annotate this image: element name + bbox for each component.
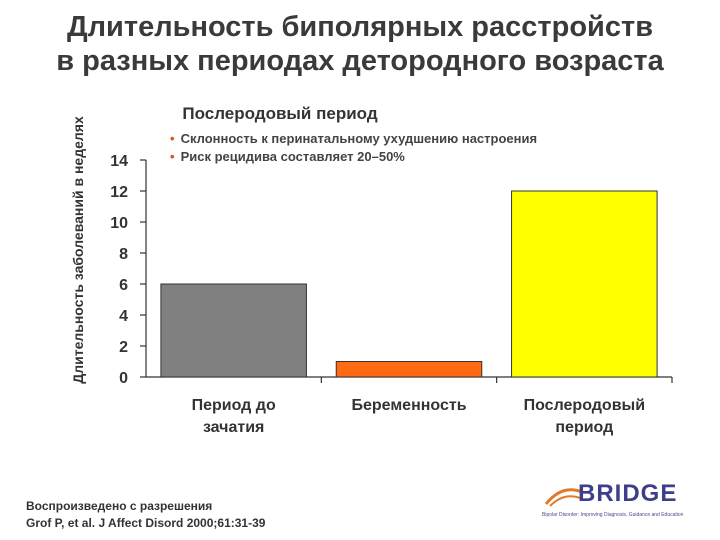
bullet-item: Склонность к перинатальному ухудшению на… bbox=[170, 130, 538, 148]
x-category-label: зачатия bbox=[203, 419, 264, 436]
bullet-item: Риск рецидива составляет 20–50% bbox=[170, 148, 537, 166]
bar bbox=[160, 283, 307, 378]
slide-title: Длительность биполярных расстройств в ра… bbox=[0, 10, 720, 78]
y-tick-label: 14 bbox=[110, 153, 128, 170]
logo-tagline: Bipolar Disorder: Improving Diagnosis, G… bbox=[542, 512, 684, 518]
y-tick-label: 0 bbox=[119, 370, 128, 387]
bar bbox=[511, 190, 658, 378]
credit-line-2: Grof P, et al. J Affect Disord 2000;61:3… bbox=[26, 516, 266, 530]
credit-line-1: Воспроизведено с разрешения bbox=[26, 499, 213, 513]
title-line-2: в разных периодах детородного возраста bbox=[56, 45, 664, 77]
y-tick-label: 2 bbox=[119, 339, 128, 356]
x-category-label: Послеродовый bbox=[524, 397, 645, 414]
y-tick-label: 8 bbox=[119, 246, 128, 263]
title-line-1: Длительность биполярных расстройств bbox=[66, 11, 654, 43]
chart-subtitle: Послеродовый период bbox=[182, 104, 378, 123]
source-credit: Воспроизведено с разрешения Grof P, et a… bbox=[26, 498, 265, 532]
y-tick-label: 12 bbox=[110, 184, 128, 201]
x-category-label: Период до bbox=[192, 397, 276, 414]
y-tick-label: 10 bbox=[110, 215, 128, 232]
y-tick-label: 4 bbox=[119, 308, 128, 325]
y-tick-label: 6 bbox=[119, 277, 128, 294]
bridge-swoosh-icon bbox=[544, 488, 583, 507]
logo-wordmark: BRIDGE bbox=[578, 480, 678, 507]
bullet-list: Склонность к перинатальному ухудшению на… bbox=[170, 130, 538, 166]
bridge-logo: BRIDGE Bipolar Disorder: Improving Diagn… bbox=[540, 478, 710, 530]
bar bbox=[335, 361, 483, 378]
x-category-label: Беременность bbox=[351, 397, 466, 414]
x-category-label: период bbox=[555, 419, 613, 436]
